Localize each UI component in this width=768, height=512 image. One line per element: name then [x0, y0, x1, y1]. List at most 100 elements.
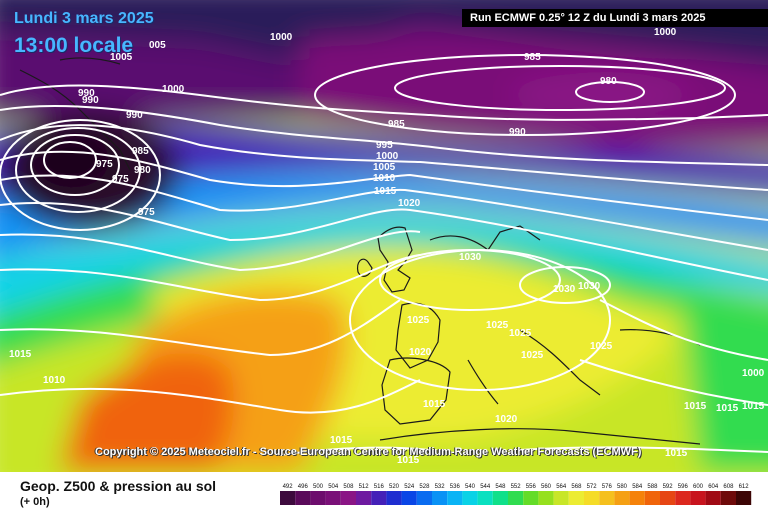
scale-tick-label: 492	[283, 484, 294, 490]
scale-color-cell	[432, 491, 448, 505]
legend-subtitle: (+ 0h)	[20, 496, 50, 508]
scale-color-cell	[614, 491, 630, 505]
isobar-label: 985	[524, 52, 541, 63]
scale-tick-label: 500	[313, 484, 324, 490]
scale-color-cell	[523, 491, 539, 505]
scale-tick-label: 504	[328, 484, 339, 490]
scale-tick-label: 532	[435, 484, 446, 490]
scale-tick-label: 552	[511, 484, 522, 490]
coastlines	[19, 57, 701, 445]
scale-tick-label: 540	[465, 484, 476, 490]
scale-color-cell	[447, 491, 463, 505]
scale-color-cell	[477, 491, 493, 505]
isobar-label: 1000	[742, 368, 765, 379]
coast-great-britain	[377, 226, 413, 293]
isobar-label: 1020	[398, 198, 421, 209]
isobar-label: 1015	[716, 403, 739, 414]
scale-color-cell	[584, 491, 600, 505]
scale-tick-label: 536	[450, 484, 461, 490]
scale-tick-label: 592	[663, 484, 674, 490]
scale-color-cell	[462, 491, 478, 505]
isobar-label: 990	[82, 95, 99, 106]
scale-color-cell	[386, 491, 402, 505]
model-run-info: Run ECMWF 0.25° 12 Z du Lundi 3 mars 202…	[462, 9, 768, 27]
isobar-label: 1025	[590, 341, 613, 352]
isobar-label: 980	[134, 165, 151, 176]
scale-tick-label: 556	[526, 484, 537, 490]
isobar-label: 005	[149, 40, 166, 51]
scale-tick-label: 564	[556, 484, 567, 490]
scale-tick-label: 544	[480, 484, 491, 490]
isobar-label: 1015	[397, 455, 420, 466]
isobar-label: 1005	[110, 52, 133, 63]
scale-color-cell	[356, 491, 372, 505]
scale-color-cell	[371, 491, 387, 505]
isobar-label: 1015	[665, 448, 688, 459]
isobar-label: 1010	[43, 375, 66, 386]
scale-color-cell	[508, 491, 524, 505]
isobar-label: 1015	[374, 186, 397, 197]
isobar-label: 1025	[521, 350, 544, 361]
scale-color-cell	[705, 491, 721, 505]
scale-tick-label: 600	[693, 484, 704, 490]
isobar-label: 1025	[509, 328, 532, 339]
isobar-label: 990	[126, 110, 143, 121]
map-canvas: 1000 005 1005 1000 990 990 990 985 980 9…	[0, 0, 768, 472]
scale-tick-label: 612	[739, 484, 750, 490]
scale-color-cell	[340, 491, 356, 505]
scale-color-cell	[568, 491, 584, 505]
isobar-label: 1000	[376, 151, 399, 162]
copyright-notice: Copyright © 2025 Meteociel.fr - Source E…	[95, 446, 642, 458]
scale-tick-label: 596	[678, 484, 689, 490]
coast-balkans	[519, 329, 601, 396]
scale-color-cell	[720, 491, 736, 505]
scale-tick-label: 580	[617, 484, 628, 490]
scale-tick-label: 528	[419, 484, 430, 490]
scale-tick-label: 560	[541, 484, 552, 490]
scale-color-cell	[295, 491, 311, 505]
legend-title: Geop. Z500 & pression au sol	[20, 478, 217, 494]
isobar-label: 985	[132, 146, 149, 157]
coast-north-africa	[379, 428, 701, 445]
forecast-local-time: 13:00 locale	[14, 34, 134, 57]
scale-tick-label: 520	[389, 484, 400, 490]
scale-tick-label: 608	[723, 484, 734, 490]
isobar-labels: 1000 005 1005 1000 990 990 990 985 980 9…	[9, 27, 765, 466]
scale-tick-label: 568	[571, 484, 582, 490]
scale-color-cell	[538, 491, 554, 505]
isobar-label: 1025	[407, 315, 430, 326]
isobar-label: 1030	[553, 284, 576, 295]
isobar-label: 995	[376, 140, 393, 151]
isobar-label: 1030	[578, 281, 601, 292]
scale-tick-label: 604	[708, 484, 719, 490]
isobar-label: 990	[509, 127, 526, 138]
scale-color-cell	[629, 491, 645, 505]
scale-tick-label: 524	[404, 484, 415, 490]
scale-tick-label: 508	[343, 484, 354, 490]
scale-tick-label: 496	[298, 484, 309, 490]
scale-tick-label: 516	[374, 484, 385, 490]
scale-tick-label: 584	[632, 484, 643, 490]
isobar-label: 1005	[373, 162, 396, 173]
coast-arctic	[59, 57, 121, 65]
isobar-label: 1020	[409, 347, 432, 358]
isobar-label: 1000	[654, 27, 677, 38]
isobar-label: 975	[112, 174, 129, 185]
scale-color-cell	[660, 491, 676, 505]
scale-color-cell	[416, 491, 432, 505]
scale-color-cell	[690, 491, 706, 505]
coast-iberia	[381, 357, 451, 425]
scale-color-cell	[736, 491, 752, 505]
isobar-label: 1015	[9, 349, 32, 360]
isobar-label: 980	[600, 76, 617, 87]
scale-color-cell	[401, 491, 417, 505]
scale-tick-label: 572	[587, 484, 598, 490]
scale-color-cell	[599, 491, 615, 505]
isobars	[0, 54, 768, 456]
isobar-label: 975	[138, 207, 155, 218]
coast-scandinavia	[429, 225, 541, 251]
scale-tick-label: 576	[602, 484, 613, 490]
isobar-label: 1015	[684, 401, 707, 412]
scale-tick-label: 548	[495, 484, 506, 490]
